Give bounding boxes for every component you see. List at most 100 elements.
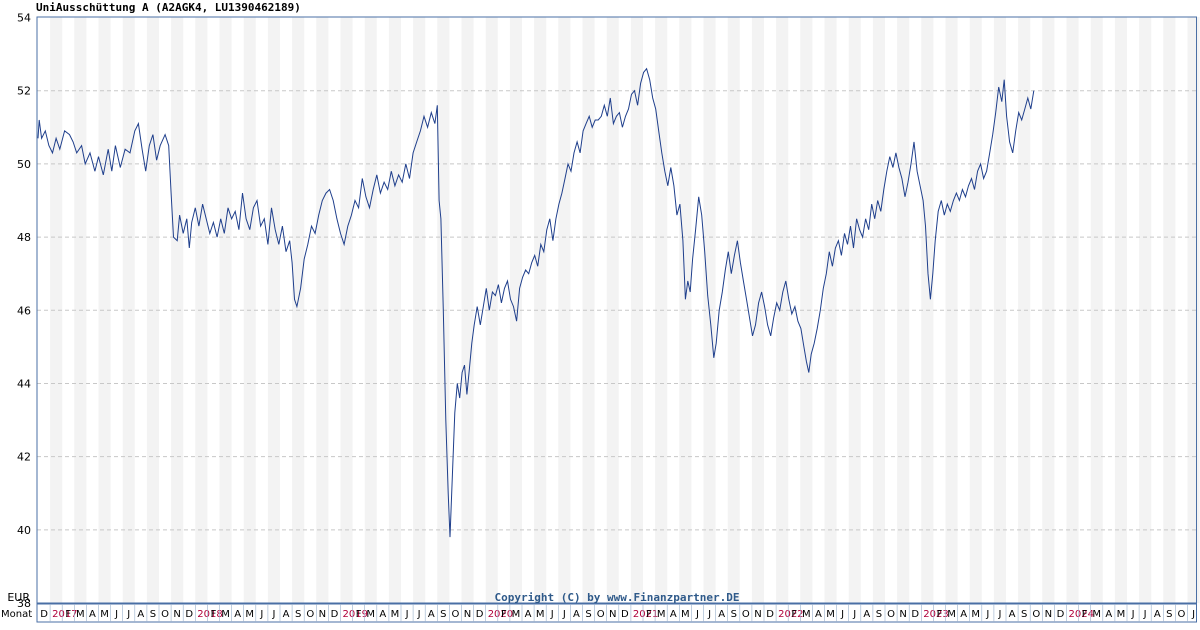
month-label: S: [585, 609, 591, 620]
month-label: F: [65, 609, 71, 620]
copyright-text: Copyright (C) by www.Finanzpartner.DE: [494, 591, 739, 604]
y-tick-label: 44: [17, 377, 31, 390]
month-label: S: [150, 609, 156, 620]
month-label: O: [1032, 609, 1040, 620]
month-label: A: [234, 609, 241, 620]
y-tick-label: 48: [17, 231, 31, 244]
y-tick-label: 54: [17, 12, 31, 25]
month-label: J: [1143, 609, 1147, 620]
month-label: J: [405, 609, 409, 620]
month-label: A: [863, 609, 870, 620]
month-label: A: [1154, 609, 1161, 620]
month-label: J: [259, 609, 263, 620]
month-label: M: [391, 609, 400, 620]
month-label: J: [271, 609, 275, 620]
month-label: F: [937, 609, 943, 620]
month-label: S: [731, 609, 737, 620]
month-label: D: [331, 609, 339, 620]
month-label: J: [562, 609, 566, 620]
y-tick-label: 50: [17, 158, 31, 171]
month-label: J: [417, 609, 421, 620]
month-label: M: [1117, 609, 1126, 620]
month-label: M: [245, 609, 254, 620]
month-label: M: [971, 609, 980, 620]
year-label: 2018: [197, 609, 222, 620]
month-label: J: [1131, 609, 1135, 620]
year-label: 2021: [633, 609, 658, 620]
month-label: D: [476, 609, 484, 620]
month-label: O: [742, 609, 750, 620]
y-tick-label: 42: [17, 451, 31, 464]
month-label: D: [40, 609, 48, 620]
month-label: A: [1105, 609, 1112, 620]
month-label: M: [826, 609, 835, 620]
chart-title: UniAusschüttung A (A2AGK4, LU1390462189): [36, 1, 301, 14]
month-label: J: [997, 609, 1001, 620]
month-label: J: [695, 609, 699, 620]
month-label: S: [1166, 609, 1172, 620]
month-label: N: [319, 609, 326, 620]
month-label: A: [718, 609, 725, 620]
month-label: A: [379, 609, 386, 620]
month-label: O: [1178, 609, 1186, 620]
month-label: A: [89, 609, 96, 620]
month-label: A: [815, 609, 822, 620]
month-label: J: [840, 609, 844, 620]
month-label: O: [306, 609, 314, 620]
y-axis-ticks: 38 40 42 44 46 48 50 52 54: [17, 12, 31, 611]
month-label: N: [464, 609, 471, 620]
y-tick-label: 40: [17, 524, 31, 537]
month-label: O: [887, 609, 895, 620]
month-label: A: [1009, 609, 1016, 620]
month-label: A: [137, 609, 144, 620]
month-label: J: [707, 609, 711, 620]
month-label: D: [1057, 609, 1065, 620]
y-tick-label: 38: [17, 597, 31, 610]
month-label: M: [100, 609, 109, 620]
month-label: M: [802, 609, 811, 620]
month-label: A: [428, 609, 435, 620]
year-label: 2024: [1069, 609, 1094, 620]
month-label: F: [501, 609, 507, 620]
month-label: M: [657, 609, 666, 620]
month-label: J: [1191, 609, 1195, 620]
month-label: A: [960, 609, 967, 620]
month-label: S: [295, 609, 301, 620]
month-label: F: [356, 609, 362, 620]
month-label: N: [173, 609, 180, 620]
month-label: D: [621, 609, 629, 620]
month-label: M: [76, 609, 85, 620]
month-label: M: [512, 609, 521, 620]
month-label: F: [791, 609, 797, 620]
month-label: N: [1045, 609, 1052, 620]
month-label: A: [525, 609, 532, 620]
year-label: 2019: [343, 609, 368, 620]
month-label: S: [1021, 609, 1027, 620]
month-axis-frame: [36, 603, 1197, 623]
month-label: J: [985, 609, 989, 620]
month-label: J: [550, 609, 554, 620]
plot-frame: [36, 16, 1197, 604]
month-label: J: [852, 609, 856, 620]
month-label: A: [283, 609, 290, 620]
month-label: N: [609, 609, 616, 620]
month-label: M: [221, 609, 230, 620]
month-label: M: [1092, 609, 1101, 620]
price-line: [37, 67, 1035, 538]
month-label: M: [947, 609, 956, 620]
month-label: A: [573, 609, 580, 620]
month-label: A: [670, 609, 677, 620]
year-label: 2020: [488, 609, 513, 620]
year-label: 2017: [52, 609, 77, 620]
month-label: D: [766, 609, 774, 620]
month-label: J: [114, 609, 118, 620]
month-label: F: [1082, 609, 1088, 620]
month-label: N: [754, 609, 761, 620]
month-label: O: [452, 609, 460, 620]
month-label: O: [161, 609, 169, 620]
month-label: M: [366, 609, 375, 620]
month-label: J: [126, 609, 130, 620]
month-label: M: [681, 609, 690, 620]
month-label: D: [911, 609, 919, 620]
